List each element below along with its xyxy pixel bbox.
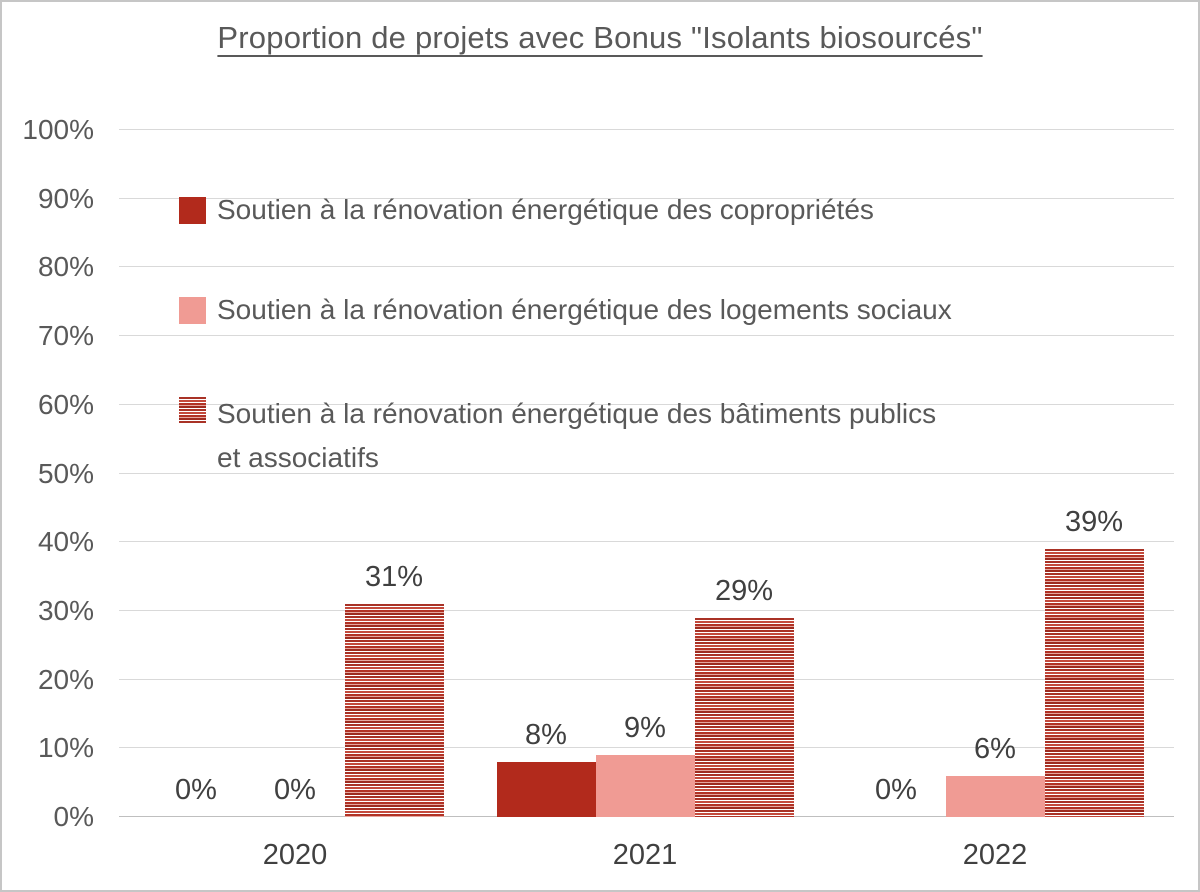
bar-batiments-publics-2021 bbox=[694, 618, 794, 817]
gridline-90% bbox=[119, 197, 1174, 199]
bar-batiments-publics-2022 bbox=[1044, 549, 1144, 817]
legend-label-line2: et associatifs bbox=[217, 442, 379, 473]
y-axis-label-30%: 30% bbox=[37, 594, 94, 626]
gridline-60% bbox=[119, 403, 1174, 405]
data-label-coproprietes-2020: 0% bbox=[175, 774, 217, 806]
legend-label: Soutien à la rénovation énergétique des … bbox=[217, 392, 936, 480]
legend-label: Soutien à la rénovation énergétique des … bbox=[217, 194, 874, 225]
y-axis-label-10%: 10% bbox=[37, 732, 94, 764]
y-axis-label-0%: 0% bbox=[53, 801, 94, 832]
y-axis-label-100%: 100% bbox=[22, 114, 94, 145]
data-label-batiments-publics-2021: 29% bbox=[714, 575, 774, 607]
chart-title-text: Proportion de projets avec Bonus "Isolan… bbox=[217, 20, 983, 55]
bar-logements-sociaux-2021 bbox=[595, 755, 695, 817]
legend-label-line1: Soutien à la rénovation énergétique des … bbox=[217, 398, 937, 429]
y-axis-label-70%: 70% bbox=[37, 320, 94, 352]
solid-dark-red-square-icon bbox=[179, 197, 206, 224]
gridline-100% bbox=[119, 129, 1174, 130]
red-stripes-square-icon bbox=[179, 397, 206, 424]
y-axis-label-80%: 80% bbox=[37, 251, 94, 283]
data-label-batiments-publics-2022: 39% bbox=[1064, 506, 1124, 538]
data-label-logements-sociaux-2022: 6% bbox=[974, 733, 1016, 765]
y-axis-label-60%: 60% bbox=[37, 388, 94, 420]
gridline-50% bbox=[119, 472, 1174, 474]
bar-coproprietes-2021 bbox=[496, 762, 596, 817]
chart-title: Proportion de projets avec Bonus "Isolan… bbox=[2, 20, 1198, 56]
solid-pink-square-icon bbox=[179, 297, 206, 324]
gridline-70% bbox=[119, 335, 1174, 337]
data-label-coproprietes-2021: 8% bbox=[525, 719, 567, 751]
legend-item-logements-sociaux: Soutien à la rénovation énergétique des … bbox=[179, 292, 1184, 328]
category-label-2020: 2020 bbox=[262, 839, 328, 871]
legend-label: Soutien à la rénovation énergétique des … bbox=[217, 294, 952, 325]
bar-batiments-publics-2020 bbox=[344, 604, 444, 817]
category-label-2022: 2022 bbox=[962, 839, 1028, 871]
data-label-coproprietes-2022: 0% bbox=[875, 774, 917, 806]
data-label-logements-sociaux-2020: 0% bbox=[274, 774, 316, 806]
legend-item-coproprietes: Soutien à la rénovation énergétique des … bbox=[179, 192, 1184, 228]
y-axis-label-90%: 90% bbox=[37, 182, 94, 214]
y-axis-label-20%: 20% bbox=[37, 663, 94, 695]
x-axis: 2020 2021 2022 bbox=[119, 839, 1174, 883]
gridline-20% bbox=[119, 678, 1174, 680]
gridline-10% bbox=[119, 747, 1174, 749]
y-axis-label-50%: 50% bbox=[37, 457, 94, 489]
gridline-30% bbox=[119, 609, 1174, 611]
gridline-40% bbox=[119, 541, 1174, 543]
legend: Soutien à la rénovation énergétique des … bbox=[179, 192, 1184, 480]
data-label-batiments-publics-2020: 31% bbox=[364, 561, 424, 593]
y-axis-label-40%: 40% bbox=[37, 526, 94, 558]
legend-item-batiments-publics: Soutien à la rénovation énergétique des … bbox=[179, 392, 1184, 480]
bar-logements-sociaux-2022 bbox=[945, 776, 1045, 817]
data-label-logements-sociaux-2021: 9% bbox=[624, 712, 666, 744]
category-label-2021: 2021 bbox=[612, 839, 678, 871]
y-axis: 0% 10% 20% 30% 40% 50% 60% 70% 80% 90% 100% bbox=[2, 115, 94, 832]
gridline-80% bbox=[119, 266, 1174, 268]
plot-area: 0% 0% 31% 8% 9% 29% 0% 6% 39% bbox=[119, 129, 1174, 817]
